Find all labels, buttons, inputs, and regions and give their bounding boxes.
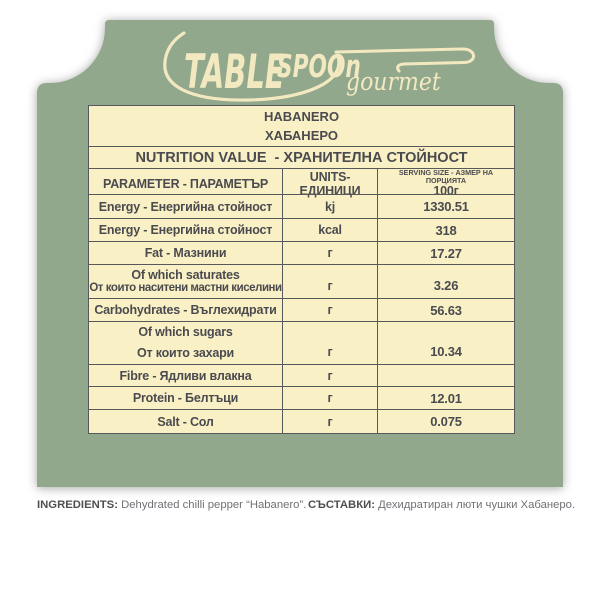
row-param: Of which saturates От които наситени мас… [89,265,282,298]
product-name-bg: ХАБАНЕРО [265,128,338,143]
row-unit: г [282,387,377,409]
brand-word-spoon: SPOOn [277,49,361,85]
row-param: Protein - Белтъци [132,391,239,405]
row-unit: г [282,410,377,433]
row-param: Energy - Енергийна стойност [98,223,273,237]
ingredients-bg-label: СЪСТАВКИ: [308,499,375,511]
table-row-energy-kj: Energy - Енергийна стойност kj 1330.51 [89,194,514,218]
row-unit: г [282,265,377,298]
row-param-line2: От които наситени мастни киселини [89,282,282,294]
ingredients-en: INGREDIENTS: Dehydrated chilli pepper “H… [37,499,306,511]
nutrition-value-row: NUTRITION VALUE - ХРАНИТЕЛНА СТОЙНОСТ [89,146,514,168]
nutrition-value-title: NUTRITION VALUE - ХРАНИТЕЛНА СТОЙНОСТ [135,149,468,166]
row-param-line1: Of which sugars [138,325,233,339]
row-value [377,365,514,386]
row-param: Of which sugars От които захари [89,322,282,364]
serving-size-label: SERVING SIZE - АЗМЕР НА ПОРЦИЯТА [398,168,494,185]
table-header-row: PARAMETER - ПАРАМЕТЪР UNITS-ЕДИНИЦИ SERV… [89,168,514,199]
spoon-bowl-icon [163,31,341,102]
table-row-protein: Protein - Белтъци г 12.01 [89,386,514,409]
row-param: Carbohydrates - Въглехидрати [94,303,277,317]
row-unit: г [282,299,377,321]
row-value: 56.63 [377,299,514,321]
row-param-line1: Of which saturates [131,268,240,282]
row-value: 12.01 [377,387,514,409]
product-name-en: HABANERO [263,108,340,124]
ingredients-en-text: Dehydrated chilli pepper “Habanero”. [117,499,307,511]
header-parameter: PARAMETER - ПАРАМЕТЪР [102,176,269,191]
row-unit: г [282,365,377,386]
row-value: 17.27 [377,242,514,264]
row-unit: kcal [282,219,377,241]
ingredients-bg-text: Дехидратиран люти чушки Хабанеро. [375,499,576,511]
nutrition-table: HABANERO ХАБАНЕРО NUTRITION VALUE - ХРАН… [88,105,515,434]
ingredients-bg: СЪСТАВКИ: Дехидратиран люти чушки Хабане… [308,499,575,511]
row-unit: kj [282,195,377,218]
row-param: Fat - Мазнини [144,246,227,260]
row-unit: г [282,242,377,264]
spoon-handle-icon [334,47,475,73]
table-row-salt: Salt - Сол г 0.075 [89,409,514,433]
row-value: 0.075 [377,410,514,433]
row-param-line2: От които захари [136,346,235,360]
table-row-carbohydrates: Carbohydrates - Въглехидрати г 56.63 [89,298,514,321]
row-value: 10.34 [377,322,514,364]
brand-word-table: TABLE [184,46,285,100]
row-param: Energy - Енергийна стойност [98,199,273,214]
row-value: 1330.51 [377,195,514,218]
table-row-sugars: Of which sugars От които захари г 10.34 [89,321,514,364]
row-param: Fibre - Ядливи влакна [119,368,252,383]
table-row-saturates: Of which saturates От които наситени мас… [89,264,514,298]
product-title-row: HABANERO ХАБАНЕРО [89,106,514,146]
ingredients-en-label: INGREDIENTS: [37,499,118,511]
row-unit: г [282,322,377,364]
table-row-fat: Fat - Мазнини г 17.27 [89,241,514,264]
table-row-fibre: Fibre - Ядливи влакна г [89,364,514,386]
table-row-energy-kcal: Energy - Енергийна стойност kcal 318 [89,218,514,241]
row-value: 3.26 [377,265,514,298]
row-param: Salt - Сол [157,414,214,429]
row-value: 318 [377,219,514,241]
brand-word-gourmet: gourmet [346,67,441,97]
